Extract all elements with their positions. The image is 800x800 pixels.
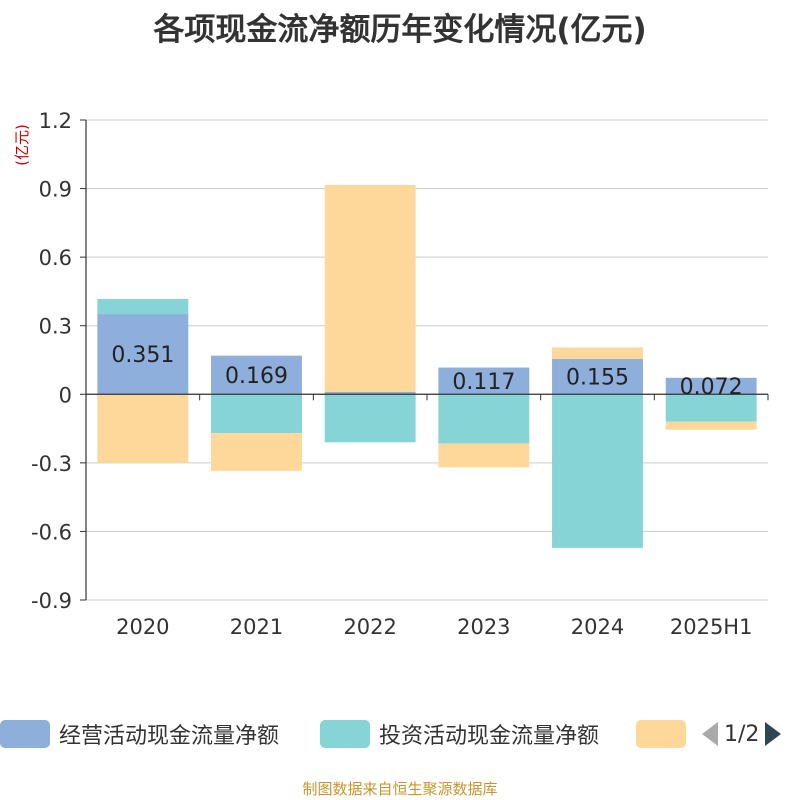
bar-series-2-2021[interactable] [211,433,302,471]
legend-item-investing[interactable]: 投资活动现金流量净额 [320,717,599,751]
bar-series-0-2022[interactable] [324,391,416,395]
prev-page-icon[interactable] [700,720,720,748]
x-tick-label: 2024 [571,615,624,639]
y-axis-unit-label: (亿元) [13,124,31,166]
x-tick-label: 2023 [457,615,510,639]
bar-series-1-2020[interactable] [97,298,189,315]
data-label: 0.117 [452,370,515,395]
bar-series-0-2020[interactable] [97,314,189,395]
bar-series-1-2025H1[interactable] [665,394,757,422]
bar-series-0-2025H1[interactable] [665,377,757,395]
x-tick-label: 2020 [116,615,169,639]
axes: 1.2 0.9 0.6 0.3 0 -0.3 -0.6 -0.9 2020 2021 2022 202… [31,109,769,639]
legend-label-operating: 经营活动现金流量净额 [59,724,280,749]
x-tick-label: 2025H1 [670,615,753,639]
chart-title: 各项现金流净额历年变化情况(亿元) [153,12,647,48]
data-label: 0.155 [566,366,629,391]
bar-series-0-2021[interactable] [211,355,302,395]
x-tick-label: 2021 [230,615,283,639]
legend-swatch-operating [0,720,50,748]
bar-layer [97,184,757,548]
y-tick-label: 0.9 [39,178,72,202]
legend-page-indicator: 1/2 [724,721,760,747]
bar-series-1-2021[interactable] [211,394,302,434]
legend-swatch-third [636,720,686,748]
bar-series-2-2023[interactable] [438,443,530,468]
bar-series-2-2022[interactable] [324,184,416,392]
bar-series-0-2023[interactable] [438,367,530,395]
y-tick-label: -0.9 [31,589,72,613]
data-label: 0.072 [680,375,743,400]
data-label: 0.169 [225,364,288,389]
data-labels: 0.351 0.169 0.117 0.155 0.072 [111,343,742,400]
legend-swatch-investing [320,720,370,748]
legend-item-third[interactable] [636,717,686,751]
legend-label-investing: 投资活动现金流量净额 [379,724,600,749]
bar-series-2-2020[interactable] [97,394,189,463]
grid-lines [86,119,768,601]
bar-series-2-2025H1[interactable] [665,421,757,430]
legend-pagination: 1/2 [700,717,783,751]
bar-series-0-2024[interactable] [552,358,643,395]
y-tick-label: 0.3 [39,315,72,339]
source-note: 制图数据来自恒生聚源数据库 [302,780,498,798]
legend-item-operating[interactable]: 经营活动现金流量净额 [0,717,279,751]
bar-series-1-2023[interactable] [438,394,530,444]
y-tick-label: 0.6 [39,246,72,270]
bar-series-1-2022[interactable] [324,394,416,443]
next-page-icon[interactable] [763,720,783,748]
y-tick-label: -0.3 [31,452,72,476]
y-tick-label: 0 [59,383,72,407]
bar-series-2-2024[interactable] [552,347,643,359]
x-tick-label: 2022 [343,615,396,639]
data-label: 0.351 [111,343,174,368]
y-tick-label: -0.6 [31,520,72,544]
y-tick-label: 1.2 [39,109,72,133]
bar-series-1-2024[interactable] [552,394,643,548]
